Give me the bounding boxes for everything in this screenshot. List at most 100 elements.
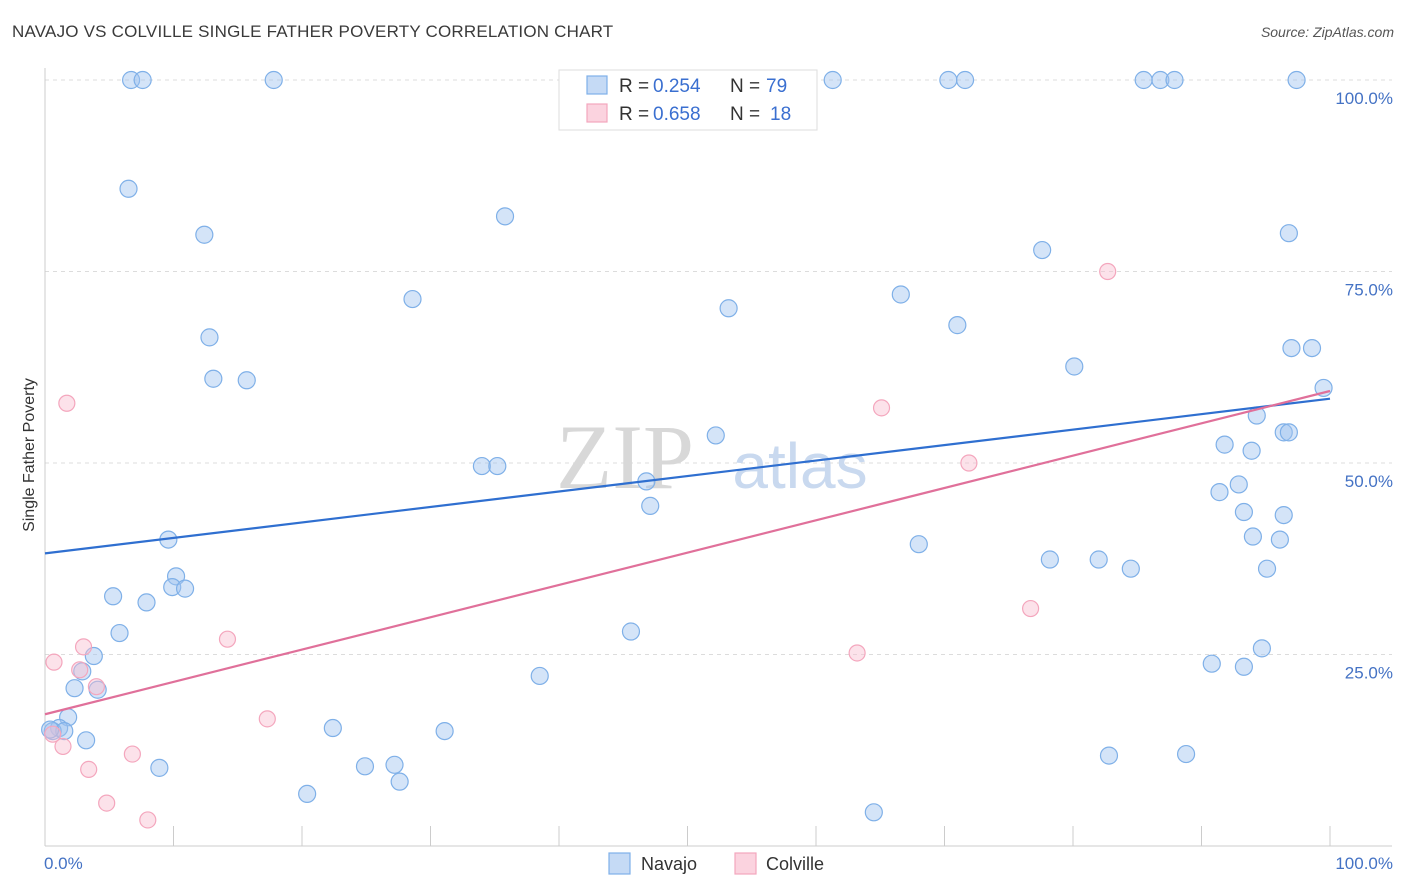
grid-lines <box>45 79 1392 655</box>
navajo-point <box>65 679 84 698</box>
trend-lines <box>44 389 1331 716</box>
navajo-point <box>1089 550 1108 569</box>
navajo-point <box>1134 70 1153 90</box>
navajo-point <box>1033 240 1052 260</box>
y-tick-label: 50.0% <box>1345 472 1393 491</box>
navajo-points <box>41 70 1333 822</box>
colville-point <box>123 745 141 763</box>
y-tick-label: 100.0% <box>1335 89 1393 108</box>
navajo-point <box>200 328 219 347</box>
navajo-point <box>298 784 317 804</box>
navajo-point <box>1065 357 1084 376</box>
navajo-r-label: R = <box>619 76 649 97</box>
navajo-point <box>891 285 910 304</box>
y-tick-label: 75.0% <box>1345 281 1393 300</box>
chart-title: NAVAJO VS COLVILLE SINGLE FATHER POVERTY… <box>12 22 614 41</box>
navajo-point <box>1215 435 1234 454</box>
colville-swatch <box>586 103 608 123</box>
colville-point <box>872 399 891 417</box>
navajo-point <box>204 369 223 388</box>
navajo-point <box>1121 559 1140 578</box>
navajo-point <box>1176 744 1196 764</box>
navajo-point <box>390 772 409 791</box>
navajo-point <box>1257 559 1277 578</box>
navajo-point <box>104 587 123 606</box>
colville-point <box>58 394 76 412</box>
navajo-point <box>495 207 515 226</box>
navajo-point <box>1040 550 1059 569</box>
navajo-point <box>1274 505 1293 525</box>
navajo-point <box>1274 423 1293 442</box>
y-tick-label: 25.0% <box>1345 664 1393 683</box>
navajo-point <box>1242 441 1261 460</box>
navajo-point <box>488 456 507 476</box>
navajo-point <box>621 622 641 641</box>
tick-labels: 25.0% 50.0% 75.0% 100.0% 0.0% 100.0% <box>44 89 1393 873</box>
navajo-point <box>264 70 283 90</box>
navajo-point <box>1165 70 1184 90</box>
source-credit: Source: ZipAtlas.com <box>1260 24 1394 40</box>
y-axis-label: Single Father Poverty <box>21 378 38 532</box>
navajo-point <box>435 721 454 741</box>
colville-point <box>44 725 62 743</box>
navajo-point <box>719 299 738 318</box>
navajo-point <box>133 70 152 90</box>
navajo-point <box>237 371 256 390</box>
navajo-point <box>323 718 342 738</box>
navajo-point <box>1279 423 1298 442</box>
navajo-point <box>1234 657 1254 676</box>
navajo-point <box>137 593 156 612</box>
navajo-point <box>939 70 958 90</box>
navajo-n-label: N = <box>730 76 760 97</box>
navajo-point <box>1243 527 1263 546</box>
navajo-swatch <box>586 75 608 95</box>
series-legend: Navajo Colville <box>608 852 824 875</box>
colville-r-value: 0.658 <box>653 104 701 125</box>
navajo-legend-swatch <box>608 852 631 875</box>
colville-point <box>87 678 106 696</box>
colville-points <box>44 262 1117 829</box>
navajo-legend-label: Navajo <box>641 854 697 874</box>
navajo-point <box>385 755 404 774</box>
navajo-trend-line <box>44 397 1331 555</box>
navajo-point <box>166 567 186 586</box>
navajo-r-value: 0.254 <box>653 76 701 97</box>
navajo-point <box>530 666 549 686</box>
navajo-point <box>1287 70 1306 90</box>
watermark-zip: ZIP <box>556 406 694 508</box>
axes <box>44 68 1392 847</box>
colville-point <box>71 661 89 679</box>
navajo-point <box>472 456 491 476</box>
navajo-point <box>77 731 96 750</box>
navajo-point <box>1151 70 1170 90</box>
navajo-point <box>403 289 422 309</box>
colville-point <box>98 794 116 812</box>
navajo-point <box>1252 639 1271 658</box>
colville-legend-label: Colville <box>766 854 824 874</box>
navajo-point <box>864 803 883 822</box>
colville-point <box>74 638 93 656</box>
colville-point <box>1021 599 1040 618</box>
navajo-point <box>641 496 660 515</box>
navajo-point <box>195 225 214 244</box>
navajo-point <box>948 316 967 335</box>
colville-r-label: R = <box>619 104 649 125</box>
colville-point <box>80 760 98 779</box>
x-tick-label: 0.0% <box>44 854 83 873</box>
colville-n-value: 18 <box>770 104 791 125</box>
navajo-point <box>175 579 195 598</box>
navajo-point <box>1202 654 1221 673</box>
stats-legend: R = 0.254 N = 79 R = 0.658 N = 18 <box>558 69 818 131</box>
navajo-point <box>1229 475 1248 494</box>
colville-point <box>218 630 237 648</box>
colville-point <box>45 653 63 671</box>
colville-point <box>1099 262 1117 281</box>
navajo-point <box>1210 483 1229 502</box>
watermark-atlas: atlas <box>732 430 867 502</box>
colville-point <box>960 454 978 472</box>
navajo-n-value: 79 <box>766 76 787 97</box>
colville-point <box>54 737 72 756</box>
navajo-point <box>110 623 129 643</box>
navajo-point <box>355 757 375 776</box>
